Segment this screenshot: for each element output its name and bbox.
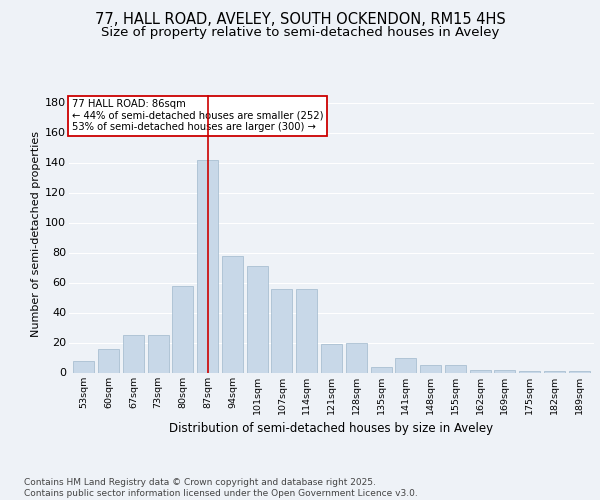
Text: 77 HALL ROAD: 86sqm
← 44% of semi-detached houses are smaller (252)
53% of semi-: 77 HALL ROAD: 86sqm ← 44% of semi-detach… (71, 99, 323, 132)
Bar (148, 335, 169, 372)
Text: 77, HALL ROAD, AVELEY, SOUTH OCKENDON, RM15 4HS: 77, HALL ROAD, AVELEY, SOUTH OCKENDON, R… (95, 12, 505, 28)
Bar (296, 288, 317, 372)
Text: Size of property relative to semi-detached houses in Aveley: Size of property relative to semi-detach… (101, 26, 499, 39)
Bar (445, 365, 466, 372)
Text: Contains HM Land Registry data © Crown copyright and database right 2025.
Contai: Contains HM Land Registry data © Crown c… (24, 478, 418, 498)
Bar (371, 366, 392, 372)
Bar (73, 360, 94, 372)
Bar (222, 256, 243, 372)
Bar (247, 266, 268, 372)
Bar (98, 348, 119, 372)
Bar (123, 335, 144, 372)
Bar (321, 344, 342, 372)
Bar (395, 358, 416, 372)
Bar (420, 365, 441, 372)
Y-axis label: Number of semi-detached properties: Number of semi-detached properties (31, 130, 41, 337)
Bar (544, 371, 565, 372)
Bar (271, 288, 292, 372)
Bar (346, 342, 367, 372)
X-axis label: Distribution of semi-detached houses by size in Aveley: Distribution of semi-detached houses by … (169, 422, 494, 435)
Bar (470, 370, 491, 372)
Bar (519, 371, 540, 372)
Bar (494, 370, 515, 372)
Bar (569, 371, 590, 372)
Bar (172, 286, 193, 372)
Bar (197, 160, 218, 372)
